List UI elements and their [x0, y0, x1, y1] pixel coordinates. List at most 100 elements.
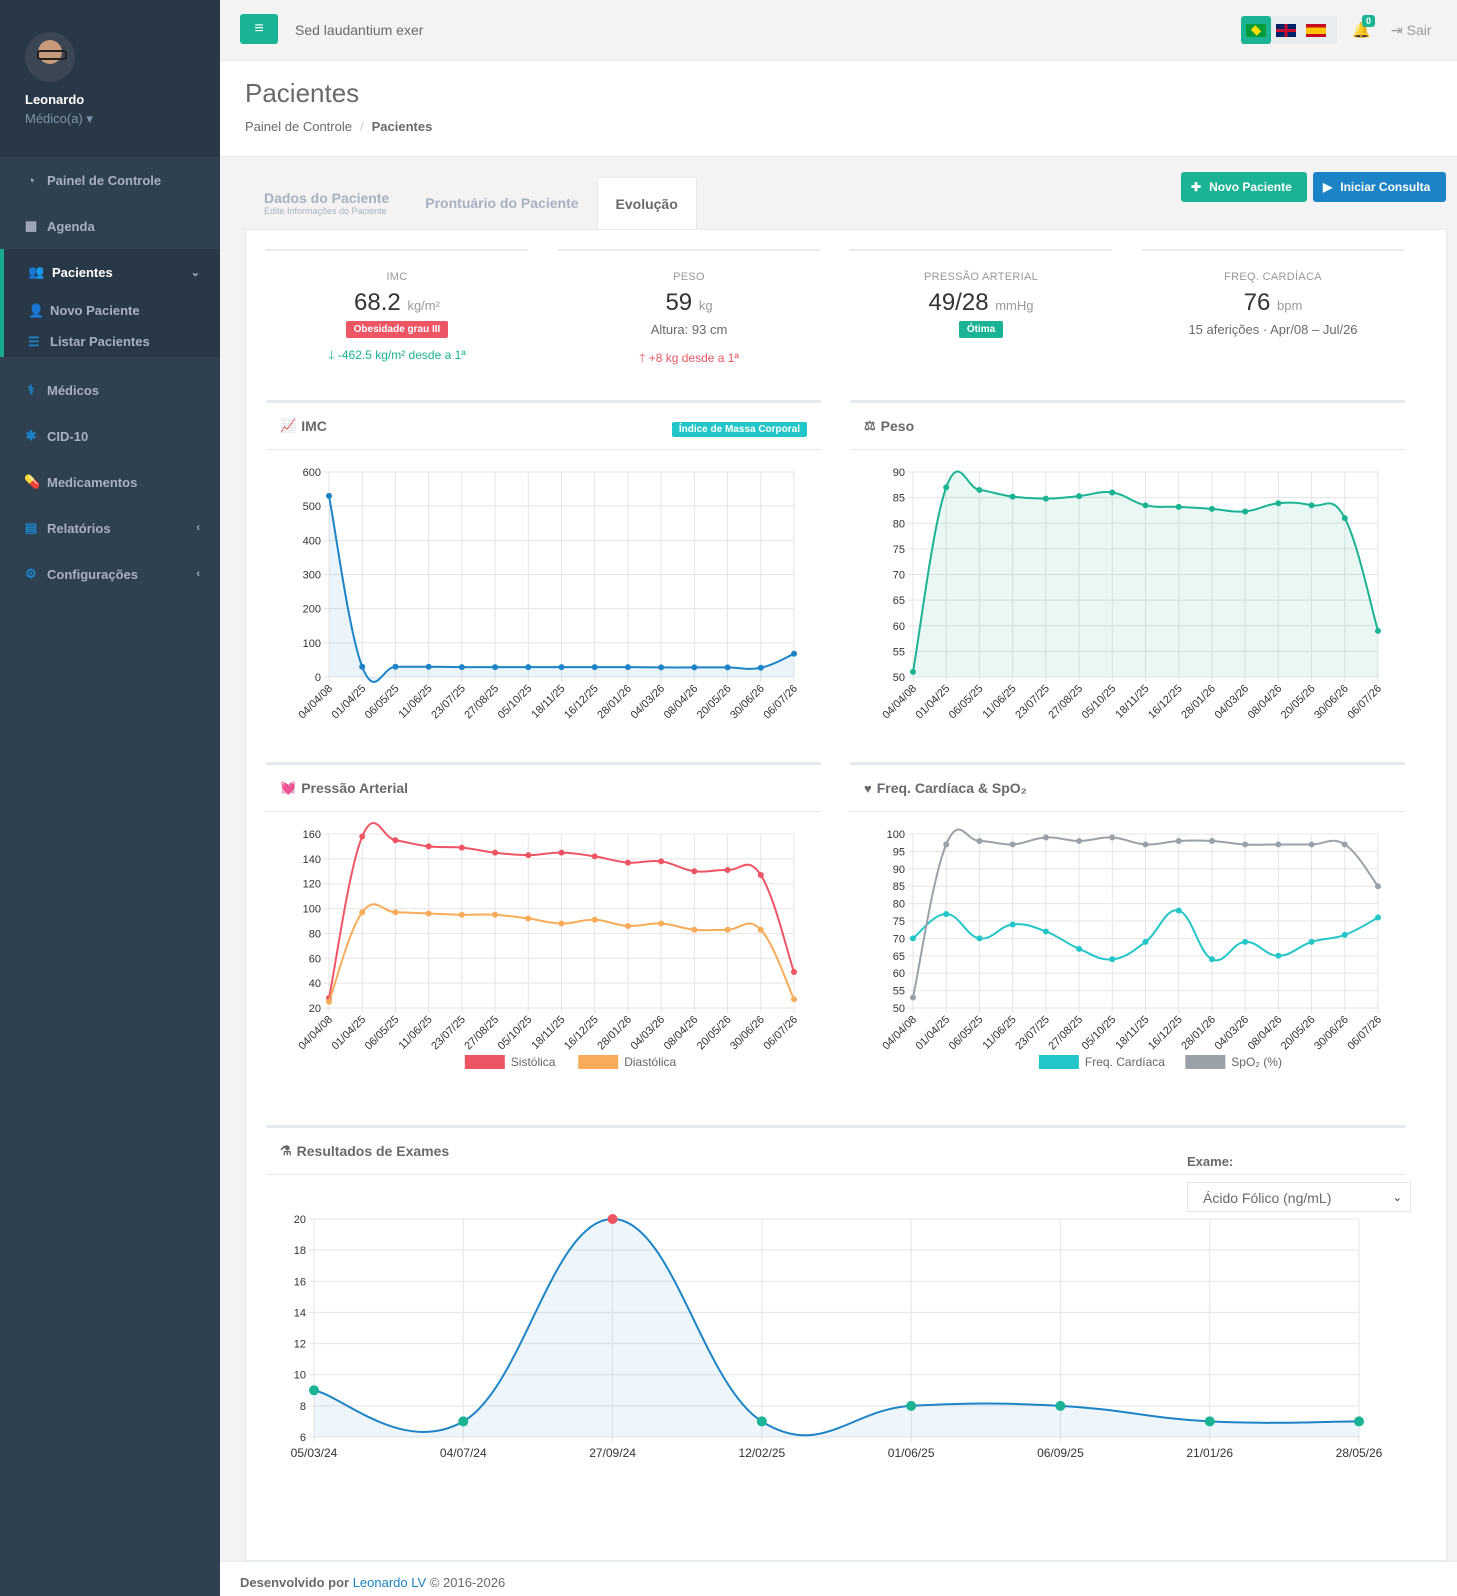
x-tick-label: 04/04/08 — [880, 1014, 919, 1053]
data-point — [943, 841, 950, 848]
data-point — [425, 910, 432, 917]
y-tick-label: 500 — [303, 501, 321, 513]
y-tick-label: 55 — [893, 986, 905, 998]
data-point — [1242, 508, 1249, 515]
sidebar-subitem-novo-paciente[interactable]: 👤 Novo Paciente — [28, 302, 140, 319]
logout-link[interactable]: ⇥ Sair — [1391, 22, 1432, 38]
y-tick-label: 16 — [294, 1276, 306, 1288]
legend-label: Freq. Cardíaca — [1085, 1055, 1165, 1069]
chevron-left-icon: ‹ — [196, 568, 200, 580]
sidebar-item-pacientes-toggle[interactable]: 👥 Pacientes ⌄ — [28, 264, 200, 280]
imc-delta: 🡓 -462.5 kg/m² desde a 1ª — [328, 348, 466, 362]
data-point — [1009, 841, 1016, 848]
peso-chart: 50 55 60 65 70 75 80 85 90 04/04/0801/04/2506/05/… — [880, 467, 1384, 722]
exam-select[interactable]: Ácido Fólico (ng/mL) ⌄ — [1187, 1182, 1411, 1212]
flag-spain-button[interactable] — [1301, 16, 1331, 44]
balance-scale-icon: ⚖ — [864, 418, 876, 433]
list-icon: ☰ — [28, 333, 40, 349]
tab-evolucao[interactable]: Evolução — [596, 177, 697, 229]
page-header: Pacientes Painel de Controle / Pacientes — [220, 61, 1457, 157]
y-tick-label: 12 — [294, 1339, 306, 1351]
y-tick-label: 50 — [893, 672, 905, 684]
start-consult-button[interactable]: ▶ Iniciar Consulta — [1313, 172, 1446, 202]
x-tick-label: 11/06/25 — [397, 683, 435, 721]
patient-tabs: Dados do Paciente Edite Informações do Pa… — [246, 177, 697, 229]
sidebar-item-configuracoes[interactable]: ⚙ Configurações ‹ — [25, 566, 200, 582]
calendar-icon: ▦ — [24, 218, 38, 233]
x-tick-label: 01/04/25 — [330, 1014, 369, 1053]
peso-chart-card: ⚖ Peso 50 55 60 65 70 75 80 85 90 04/04/08 01/04/25… — [850, 400, 1405, 753]
x-tick-label: 04/03/26 — [1212, 683, 1251, 722]
x-tick-label: 04/04/08 — [296, 1014, 335, 1053]
imc-tag: Índice de Massa Corporal — [671, 422, 807, 437]
footer: Desenvolvido por Leonardo LV © 2016-2026 — [220, 1561, 1457, 1596]
y-tick-label: 80 — [893, 899, 905, 911]
x-tick-label: 01/04/25 — [914, 1014, 953, 1053]
x-tick-label: 05/10/25 — [1080, 1014, 1119, 1053]
data-point — [1042, 928, 1049, 935]
avatar[interactable] — [25, 32, 75, 82]
data-point — [1204, 1416, 1215, 1427]
data-point — [1042, 495, 1049, 502]
data-point — [624, 922, 631, 929]
menu-toggle-button[interactable]: ≡ — [240, 14, 278, 44]
data-point — [359, 663, 366, 670]
y-tick-label: 60 — [893, 968, 905, 980]
x-tick-label: 20/05/26 — [1279, 683, 1318, 722]
x-tick-label: 01/06/25 — [888, 1446, 935, 1460]
status-badge: Obesidade grau III — [345, 321, 449, 338]
x-tick-label: 30/06/26 — [1312, 1014, 1351, 1053]
exam-select-label: Exame: — [1187, 1154, 1234, 1169]
sidebar-subitem-listar-pacientes[interactable]: ☰ Listar Pacientes — [28, 333, 150, 350]
legend-label: Diastólica — [624, 1055, 676, 1069]
data-point — [691, 926, 698, 933]
breadcrumb-dashboard-link[interactable]: Painel de Controle — [245, 119, 352, 134]
tab-dados-paciente[interactable]: Dados do Paciente Edite Informações do Pa… — [264, 190, 390, 216]
y-tick-label: 90 — [893, 467, 905, 479]
pill-icon: 💊 — [24, 474, 41, 489]
new-patient-button[interactable]: ✚ Novo Paciente — [1181, 172, 1307, 202]
sidebar-item-cid10[interactable]: ✱ CID-10 — [25, 428, 89, 444]
sidebar-item-agenda[interactable]: ▦ Agenda — [24, 218, 95, 234]
data-point — [791, 968, 797, 975]
sidebar-item-relatorios[interactable]: ▤ Relatórios ‹ — [24, 520, 200, 536]
data-point — [1142, 841, 1149, 848]
line-chart-icon: 📈 — [280, 418, 297, 433]
tab-prontuario[interactable]: Prontuário do Paciente — [425, 195, 579, 211]
data-point — [1242, 841, 1249, 848]
data-point — [1208, 505, 1215, 512]
sidebar-item-medicamentos[interactable]: 💊 Medicamentos — [24, 474, 138, 490]
y-tick-label: 90 — [893, 864, 905, 876]
y-tick-label: 100 — [887, 829, 905, 841]
series-line — [313, 1217, 1360, 1437]
data-point — [591, 853, 598, 860]
data-point — [525, 915, 532, 922]
data-point — [757, 664, 764, 671]
flag-brazil-button[interactable] — [1241, 16, 1271, 44]
x-tick-label: 04/07/24 — [440, 1446, 487, 1460]
x-tick-label: 04/03/26 — [628, 683, 667, 722]
stat-freq: FREQ. CARDÍACA 76 bpm 15 aferições · Apr… — [1142, 249, 1404, 369]
x-tick-label: 30/06/26 — [728, 1014, 767, 1053]
y-tick-label: 65 — [893, 951, 905, 963]
flag-uk-button[interactable] — [1271, 16, 1301, 44]
uk-flag-icon — [1276, 23, 1296, 37]
profile-block: Leonardo Médico(a) ▾ — [0, 0, 220, 157]
user-role-dropdown[interactable]: Médico(a) ▾ — [25, 111, 93, 126]
x-tick-label: 06/09/25 — [1037, 1446, 1084, 1460]
data-point — [359, 909, 366, 916]
x-tick-label: 18/11/25 — [529, 683, 567, 721]
data-point — [1242, 938, 1249, 945]
x-tick-label: 11/06/25 — [397, 1014, 435, 1052]
sidebar-item-dashboard[interactable]: ◔ Painel de Controle — [0, 157, 220, 203]
data-point — [757, 926, 764, 933]
hamburger-icon: ≡ — [254, 20, 264, 37]
plus-icon: ✚ — [1191, 180, 1202, 194]
sidebar-item-medicos[interactable]: ⚕ Médicos — [0, 367, 220, 413]
series-area — [314, 1219, 1359, 1437]
author-link[interactable]: Leonardo LV — [352, 1575, 427, 1590]
data-point — [309, 1385, 319, 1396]
y-tick-label: 85 — [893, 881, 905, 893]
data-point — [1042, 834, 1049, 841]
x-tick-label: 06/07/26 — [761, 683, 800, 722]
